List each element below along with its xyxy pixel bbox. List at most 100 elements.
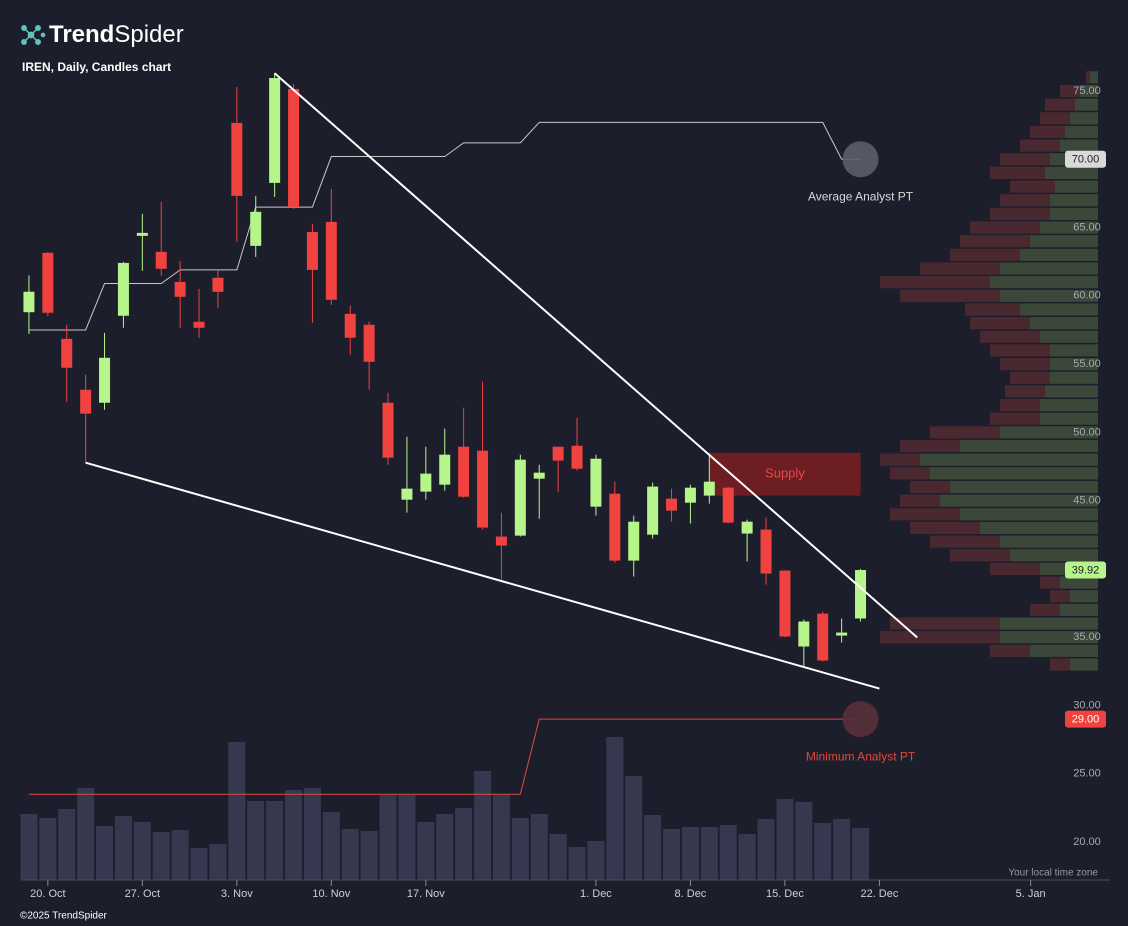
profile-down bbox=[1005, 385, 1045, 398]
profile-up bbox=[930, 467, 1098, 480]
volume-bar bbox=[681, 827, 699, 880]
profile-down bbox=[1030, 603, 1060, 616]
candle-body bbox=[363, 324, 375, 362]
profile-up bbox=[1070, 658, 1098, 671]
volume-bar bbox=[341, 829, 359, 880]
candle-body bbox=[703, 481, 715, 496]
candle-body bbox=[193, 321, 205, 328]
profile-up bbox=[960, 508, 1098, 521]
volume-bar bbox=[133, 822, 151, 880]
pt-line bbox=[28, 718, 861, 795]
profile-up bbox=[1080, 84, 1098, 98]
profile-down bbox=[930, 535, 1000, 548]
volume-bar bbox=[303, 788, 321, 880]
profile-up bbox=[1050, 371, 1098, 384]
profile-down bbox=[990, 207, 1050, 220]
volume-bar bbox=[171, 830, 189, 880]
candle-body bbox=[117, 262, 129, 316]
x-tick-label: 27. Oct bbox=[125, 888, 160, 900]
profile-up bbox=[990, 276, 1098, 289]
candle-body bbox=[817, 613, 829, 661]
profile-down bbox=[970, 317, 1030, 330]
profile-up bbox=[1045, 166, 1098, 180]
y-tick-label: 50.00 bbox=[1073, 426, 1101, 438]
candle-body bbox=[42, 252, 54, 313]
candle-body bbox=[722, 487, 734, 523]
profile-up bbox=[1060, 576, 1098, 589]
profile-down bbox=[880, 276, 990, 289]
candle-body bbox=[590, 458, 602, 507]
price-tag bbox=[1065, 561, 1106, 579]
y-tick-label: 35.00 bbox=[1073, 631, 1101, 643]
y-tick-label: 20.00 bbox=[1073, 836, 1101, 848]
volume-bar bbox=[266, 801, 284, 880]
profile-up bbox=[1000, 631, 1098, 644]
profile-down bbox=[900, 289, 1000, 302]
profile-down bbox=[880, 631, 1000, 644]
x-tick-label: 22. Dec bbox=[860, 888, 898, 900]
volume-bar bbox=[114, 816, 132, 880]
profile-up bbox=[1040, 412, 1098, 425]
volume-bar bbox=[492, 795, 510, 880]
profile-down bbox=[920, 262, 1000, 275]
y-tick-label: 60.00 bbox=[1073, 290, 1101, 302]
profile-down bbox=[910, 521, 980, 535]
volume-bar bbox=[436, 814, 454, 880]
profile-down bbox=[1045, 98, 1075, 111]
zone-label: Supply bbox=[765, 466, 805, 481]
profile-up bbox=[1090, 71, 1098, 84]
profile-down bbox=[1040, 112, 1070, 125]
profile-down bbox=[1060, 84, 1080, 98]
profile-up bbox=[1000, 426, 1098, 439]
logo-icon bbox=[21, 25, 46, 45]
volume-bar bbox=[247, 801, 265, 880]
profile-up bbox=[1050, 344, 1098, 357]
profile-up bbox=[1045, 385, 1098, 398]
price-tag bbox=[1065, 150, 1106, 168]
profile-up bbox=[1030, 317, 1098, 330]
price-tag bbox=[1065, 710, 1106, 728]
brand-light: Spider bbox=[114, 21, 183, 48]
profile-down bbox=[910, 480, 950, 494]
volume-bar bbox=[39, 818, 57, 880]
profile-up bbox=[1000, 617, 1098, 630]
profile-up bbox=[920, 453, 1098, 466]
profile-down bbox=[900, 494, 940, 507]
candle-body bbox=[212, 277, 224, 292]
candle-body bbox=[23, 291, 35, 313]
x-tick-label: 15. Dec bbox=[766, 888, 804, 900]
volume-bar bbox=[549, 834, 567, 880]
volume-bar bbox=[644, 815, 662, 880]
profile-up bbox=[950, 480, 1098, 494]
profile-down bbox=[930, 426, 1000, 439]
profile-down bbox=[965, 303, 1020, 316]
profile-up bbox=[1030, 644, 1098, 657]
profile-down bbox=[990, 412, 1040, 425]
profile-up bbox=[1000, 535, 1098, 548]
trendline bbox=[273, 72, 918, 639]
volume-bar bbox=[58, 809, 76, 880]
profile-down bbox=[1000, 153, 1050, 166]
volume-bar bbox=[379, 795, 397, 880]
candle-body bbox=[439, 454, 451, 485]
profile-up bbox=[1050, 358, 1098, 371]
profile-down bbox=[1000, 194, 1050, 207]
price-tag-label: 70.00 bbox=[1072, 154, 1100, 166]
profile-up bbox=[1040, 221, 1098, 234]
profile-up bbox=[1000, 262, 1098, 275]
volume-bar bbox=[455, 808, 473, 880]
profile-down bbox=[990, 644, 1030, 657]
price-tag-label: 39.92 bbox=[1072, 564, 1100, 576]
profile-up bbox=[1060, 139, 1098, 152]
candle-body bbox=[61, 338, 73, 368]
x-tick-label: 1. Dec bbox=[580, 888, 612, 900]
profile-up bbox=[1050, 207, 1098, 220]
volume-bar bbox=[474, 771, 492, 880]
profile-down bbox=[1010, 371, 1050, 384]
profile-down bbox=[1000, 398, 1040, 412]
volume-bar bbox=[606, 737, 624, 880]
candle-body bbox=[609, 493, 621, 561]
candle-body bbox=[250, 211, 262, 246]
profile-down bbox=[890, 508, 960, 521]
